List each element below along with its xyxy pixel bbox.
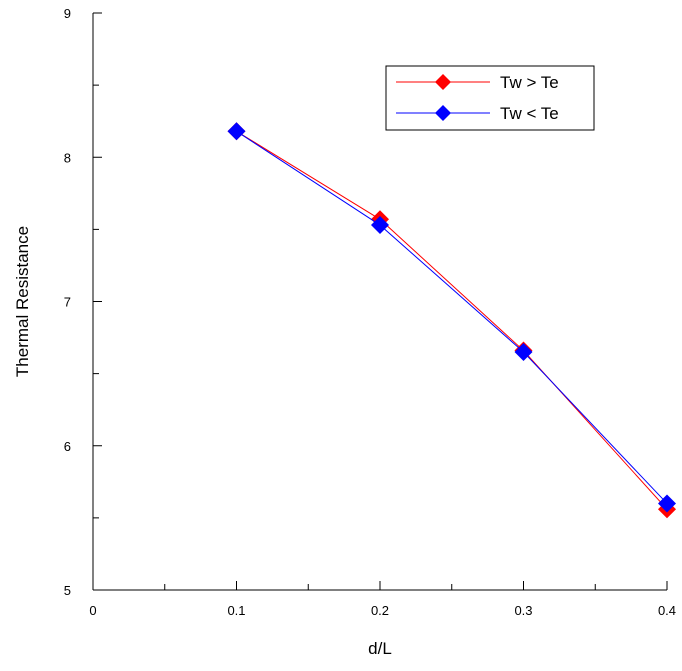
y-tick-label: 7 (64, 295, 71, 310)
legend-label: Tw > Te (500, 73, 559, 92)
legend-box (385, 65, 595, 131)
x-axis-title: d/L (368, 639, 392, 658)
y-axis-title: Thermal Resistance (13, 226, 32, 377)
data-point-marker (371, 216, 389, 235)
x-tick-label: 0.2 (371, 603, 389, 618)
legend: Tw > Te Tw < Te (385, 65, 595, 131)
data-point-marker (658, 494, 676, 513)
legend-marker (435, 74, 451, 90)
series-1 (227, 122, 676, 519)
data-point-marker (227, 122, 246, 141)
legend-label: Tw < Te (500, 104, 559, 123)
series-line (236, 130, 668, 504)
y-tick-label: 8 (64, 150, 71, 165)
ticks: 0 0.1 0.2 0.3 0.4 5 6 7 8 9 (64, 6, 676, 618)
data-point-marker (514, 342, 533, 361)
y-tick-label: 6 (64, 439, 71, 454)
y-tick-label: 5 (64, 583, 71, 598)
x-tick-label: 0.1 (227, 603, 245, 618)
series-layer (227, 122, 676, 519)
x-tick-label: 0 (89, 603, 96, 618)
x-tick-label: 0.3 (514, 603, 532, 618)
x-tick-label: 0.4 (658, 603, 676, 618)
series-line (236, 130, 668, 510)
series-2 (227, 122, 676, 513)
legend-marker (435, 105, 451, 121)
y-tick-label: 9 (64, 6, 71, 21)
